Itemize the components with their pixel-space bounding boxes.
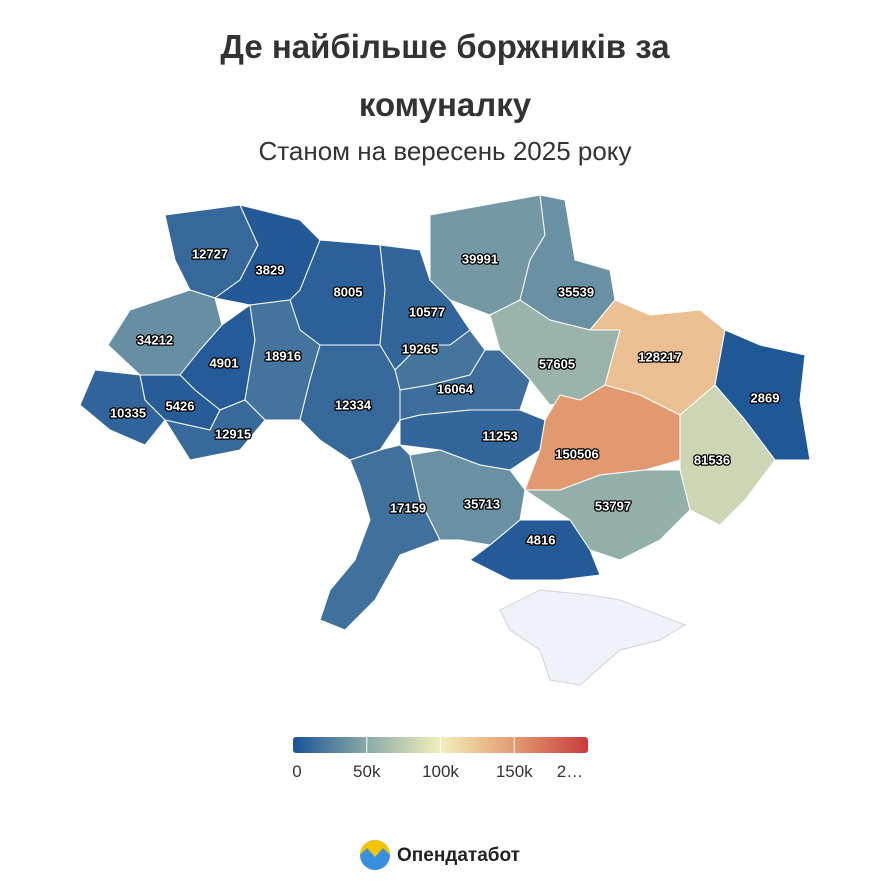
- region-value: 34212: [137, 332, 173, 347]
- legend-label: 100k: [422, 762, 459, 781]
- region-value: 10335: [110, 405, 146, 420]
- legend-label: 2…: [557, 762, 583, 781]
- brand-logo-top: [360, 840, 390, 857]
- region-value: 4816: [527, 532, 556, 547]
- region-value: 12915: [215, 426, 251, 441]
- region-value: 5426: [166, 398, 195, 413]
- region-value: 35539: [558, 284, 594, 299]
- crimea: [499, 589, 687, 686]
- legend-label: 0: [292, 762, 301, 781]
- region: [164, 399, 266, 461]
- region-value: 39991: [462, 251, 498, 266]
- region-value: 11253: [482, 428, 517, 443]
- region-value: 8005: [334, 284, 363, 299]
- region-value: 12727: [192, 246, 228, 261]
- region-value: 16064: [437, 381, 474, 396]
- region-value: 18916: [265, 348, 301, 363]
- region-value: 128217: [638, 349, 681, 364]
- legend-label: 50k: [353, 762, 381, 781]
- region-value: 4901: [210, 355, 239, 370]
- title: Де найбільше боржників за комуналку: [220, 28, 670, 123]
- region-value: 12334: [335, 397, 372, 412]
- region-value: 35713: [464, 496, 500, 511]
- region-value: 2869: [751, 390, 780, 405]
- region-value: 10577: [409, 304, 445, 319]
- region: [469, 519, 601, 581]
- region-value: 19265: [402, 341, 438, 356]
- subtitle: Станом на вересень 2025 року: [259, 136, 632, 166]
- region-value: 53797: [595, 498, 631, 513]
- region-value: 3829: [256, 262, 285, 277]
- legend-label: 150k: [496, 762, 533, 781]
- region: [319, 444, 441, 631]
- brand: Опендатабот: [397, 845, 520, 866]
- region-value: 81536: [694, 452, 730, 467]
- region-value: 17159: [390, 500, 426, 515]
- region-value: 150506: [555, 446, 598, 461]
- region-value: 57605: [539, 356, 575, 371]
